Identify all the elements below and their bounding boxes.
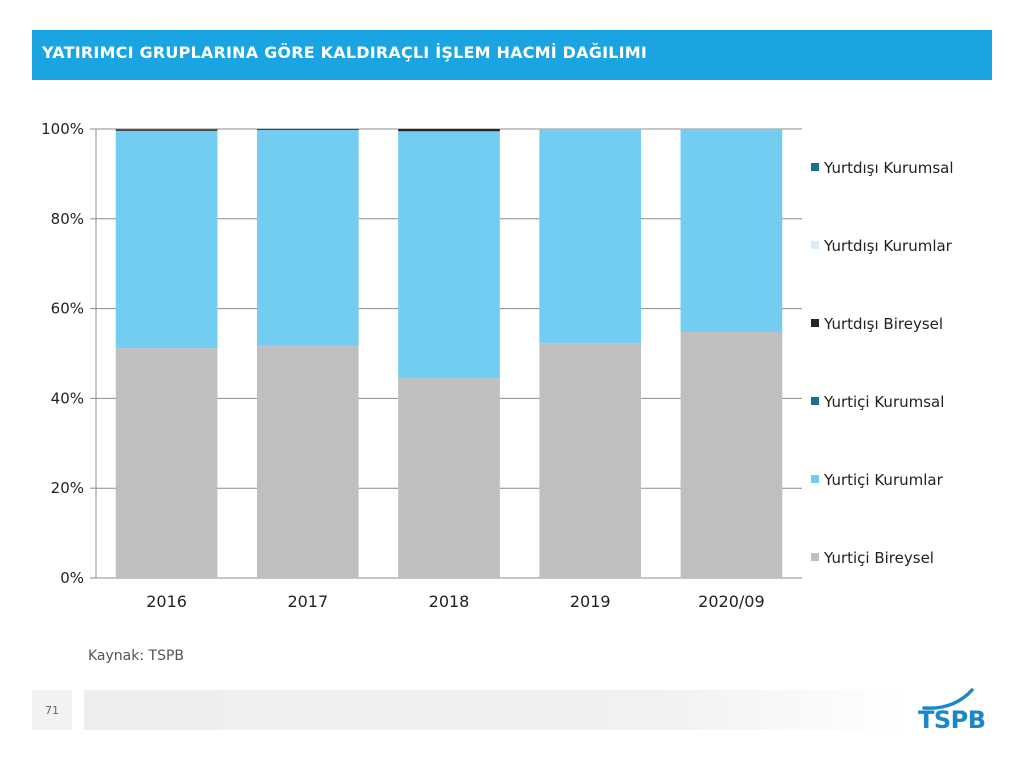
x-tick-label: 2017 (287, 592, 328, 611)
legend-label: Yurtdışı Kurumsal (823, 159, 954, 177)
y-tick-label: 80% (51, 210, 84, 228)
bar-segment (115, 348, 218, 578)
bar-segment (680, 331, 783, 578)
page-number: 71 (45, 704, 59, 717)
page-title: YATIRIMCI GRUPLARINA GÖRE KALDIRAÇLI İŞL… (42, 43, 648, 62)
logo-text: TSPB (918, 706, 986, 734)
legend-swatch (811, 241, 819, 249)
legend-label: Yurtdışı Bireysel (823, 315, 943, 333)
y-tick-label: 40% (51, 389, 84, 407)
legend-swatch (811, 475, 819, 483)
source-note: Kaynak: TSPB (88, 648, 185, 664)
bar-segment (398, 131, 500, 379)
y-tick-label: 100% (41, 120, 84, 138)
footer-bar (84, 690, 904, 730)
legend-swatch (811, 553, 819, 561)
legend-label: Yurtdışı Kurumlar (823, 237, 953, 255)
bar-segment (256, 345, 359, 578)
x-tick-label: 2016 (146, 592, 187, 611)
bar-segment (398, 129, 500, 132)
chart: 0% 20% 40% 60% 80% 100% 2016 2017 2018 2019 2020/0… (41, 120, 954, 611)
legend-label: Yurtiçi Kurumsal (823, 393, 944, 411)
logo-swoosh-icon (922, 688, 974, 710)
y-tick-label: 20% (51, 479, 84, 497)
legend-swatch (811, 319, 819, 327)
bar-segment (539, 343, 642, 578)
bar-segment (539, 129, 642, 344)
tspb-logo: TSPB (918, 688, 990, 736)
page-number-box: 71 (32, 690, 72, 730)
bar-segment (115, 130, 218, 349)
legend-label: Yurtiçi Bireysel (823, 549, 934, 567)
bar-segment (680, 129, 783, 332)
bar-segment (256, 129, 359, 346)
legend-label: Yurtiçi Kurumlar (823, 471, 944, 489)
x-tick-label: 2018 (429, 592, 470, 611)
bar-segment (256, 129, 359, 130)
bar-segment (398, 378, 500, 578)
x-tick-label: 2020/09 (698, 592, 764, 611)
title-bar: YATIRIMCI GRUPLARINA GÖRE KALDIRAÇLI İŞL… (32, 30, 992, 80)
bar-segment (115, 129, 218, 131)
y-tick-label: 0% (60, 569, 84, 587)
y-tick-label: 60% (51, 300, 84, 318)
x-tick-label: 2019 (570, 592, 611, 611)
legend-swatch (811, 397, 819, 405)
bar-segment (115, 129, 218, 130)
legend-swatch (811, 163, 819, 171)
